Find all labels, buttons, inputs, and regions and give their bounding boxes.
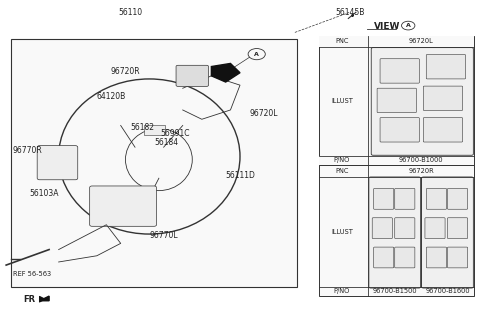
Text: 56111D: 56111D (225, 171, 255, 180)
FancyBboxPatch shape (377, 88, 416, 113)
Text: 96700-B1500: 96700-B1500 (372, 289, 417, 295)
Text: 56110: 56110 (118, 8, 142, 17)
FancyBboxPatch shape (176, 65, 208, 86)
FancyBboxPatch shape (369, 177, 420, 288)
FancyBboxPatch shape (447, 247, 468, 268)
Text: 96700-B1600: 96700-B1600 (425, 289, 470, 295)
Text: 56184: 56184 (154, 138, 178, 147)
Text: A: A (406, 23, 411, 28)
Polygon shape (39, 296, 49, 301)
Text: PNC: PNC (335, 38, 349, 44)
Text: 56182: 56182 (130, 122, 154, 131)
FancyBboxPatch shape (447, 188, 468, 209)
FancyBboxPatch shape (90, 186, 156, 226)
FancyBboxPatch shape (37, 146, 78, 180)
Text: 96720L: 96720L (409, 38, 433, 44)
FancyBboxPatch shape (373, 247, 394, 268)
FancyBboxPatch shape (319, 165, 474, 296)
Text: 96720R: 96720R (408, 168, 434, 174)
FancyBboxPatch shape (447, 218, 468, 239)
Text: ILLUST: ILLUST (331, 98, 353, 105)
FancyBboxPatch shape (319, 156, 474, 165)
FancyBboxPatch shape (423, 86, 463, 110)
Text: 56991C: 56991C (161, 129, 191, 138)
Text: 96700-B1000: 96700-B1000 (399, 157, 444, 163)
FancyBboxPatch shape (372, 218, 392, 239)
Text: P/NO: P/NO (334, 289, 350, 295)
FancyBboxPatch shape (426, 188, 446, 209)
FancyBboxPatch shape (421, 177, 473, 288)
FancyBboxPatch shape (426, 54, 466, 79)
Text: 96720R: 96720R (111, 67, 140, 76)
FancyBboxPatch shape (426, 247, 446, 268)
Text: 64120B: 64120B (96, 91, 126, 100)
FancyBboxPatch shape (395, 188, 415, 209)
FancyBboxPatch shape (380, 118, 420, 142)
FancyBboxPatch shape (423, 118, 463, 142)
Text: VIEW: VIEW (373, 22, 400, 31)
Text: 96720L: 96720L (250, 109, 278, 118)
Text: 96770L: 96770L (149, 231, 178, 240)
FancyBboxPatch shape (373, 188, 394, 209)
FancyBboxPatch shape (425, 218, 445, 239)
FancyBboxPatch shape (319, 35, 474, 47)
FancyBboxPatch shape (11, 38, 297, 287)
FancyBboxPatch shape (395, 247, 415, 268)
Text: A: A (254, 52, 259, 57)
Text: ILLUST: ILLUST (331, 229, 353, 235)
Text: REF 56-563: REF 56-563 (13, 271, 51, 277)
FancyBboxPatch shape (144, 125, 165, 136)
FancyBboxPatch shape (395, 218, 415, 239)
Text: 96770R: 96770R (13, 146, 43, 155)
Text: 56103A: 56103A (30, 189, 59, 198)
FancyBboxPatch shape (380, 59, 420, 83)
Text: 56145B: 56145B (335, 8, 364, 17)
Text: P/NO: P/NO (334, 157, 350, 163)
FancyBboxPatch shape (319, 35, 474, 165)
Text: PNC: PNC (335, 168, 349, 174)
Polygon shape (211, 64, 240, 82)
Text: FR: FR (23, 295, 35, 304)
FancyBboxPatch shape (371, 48, 473, 155)
